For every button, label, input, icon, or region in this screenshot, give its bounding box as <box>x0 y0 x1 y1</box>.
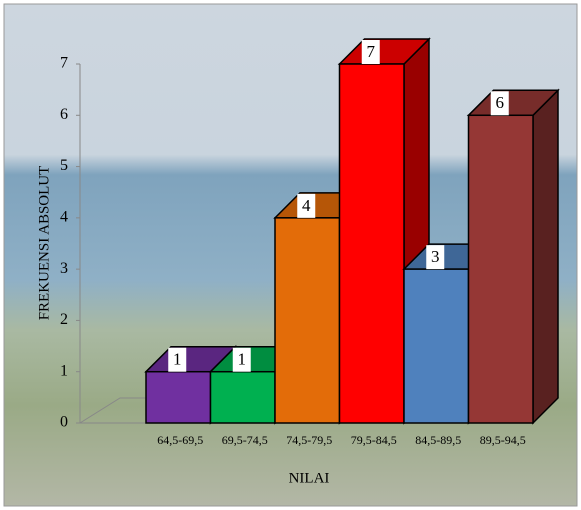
y-tick-label: 7 <box>60 55 68 72</box>
data-label: 4 <box>302 196 311 215</box>
y-tick-label: 0 <box>60 414 68 431</box>
bar-front <box>340 64 405 423</box>
bar <box>469 90 559 423</box>
chart: 0 1 2 3 4 5 6 7 1 64,5-69,5 1 69,5-74,5 4 74,5-79,5 7 7… <box>0 0 581 510</box>
x-tick-label: 89,5-94,5 <box>480 433 526 447</box>
x-tick-label: 84,5-89,5 <box>415 433 461 447</box>
y-tick-label: 5 <box>60 157 68 174</box>
bar-front <box>146 372 211 423</box>
x-axis-title: NILAI <box>289 470 330 486</box>
bar-front <box>469 115 534 423</box>
bar-front <box>275 218 340 423</box>
y-tick-label: 3 <box>60 260 68 277</box>
y-tick-label: 1 <box>60 362 68 379</box>
data-label: 1 <box>173 350 182 369</box>
x-tick-label: 64,5-69,5 <box>157 433 203 447</box>
data-label: 3 <box>431 247 440 266</box>
x-tick-label: 79,5-84,5 <box>351 433 397 447</box>
data-label: 7 <box>367 42 376 61</box>
data-label: 1 <box>238 350 247 369</box>
data-label: 6 <box>496 93 505 112</box>
x-tick-label: 74,5-79,5 <box>286 433 332 447</box>
x-tick-label: 69,5-74,5 <box>222 433 268 447</box>
y-tick-label: 2 <box>60 311 68 328</box>
y-axis-title: FREKUENSI ABSOLUT <box>36 166 52 321</box>
bar-front <box>211 372 276 423</box>
bar-front <box>404 269 469 423</box>
y-tick-label: 6 <box>60 106 68 123</box>
bar-side <box>533 90 558 423</box>
y-tick-label: 4 <box>60 209 68 226</box>
